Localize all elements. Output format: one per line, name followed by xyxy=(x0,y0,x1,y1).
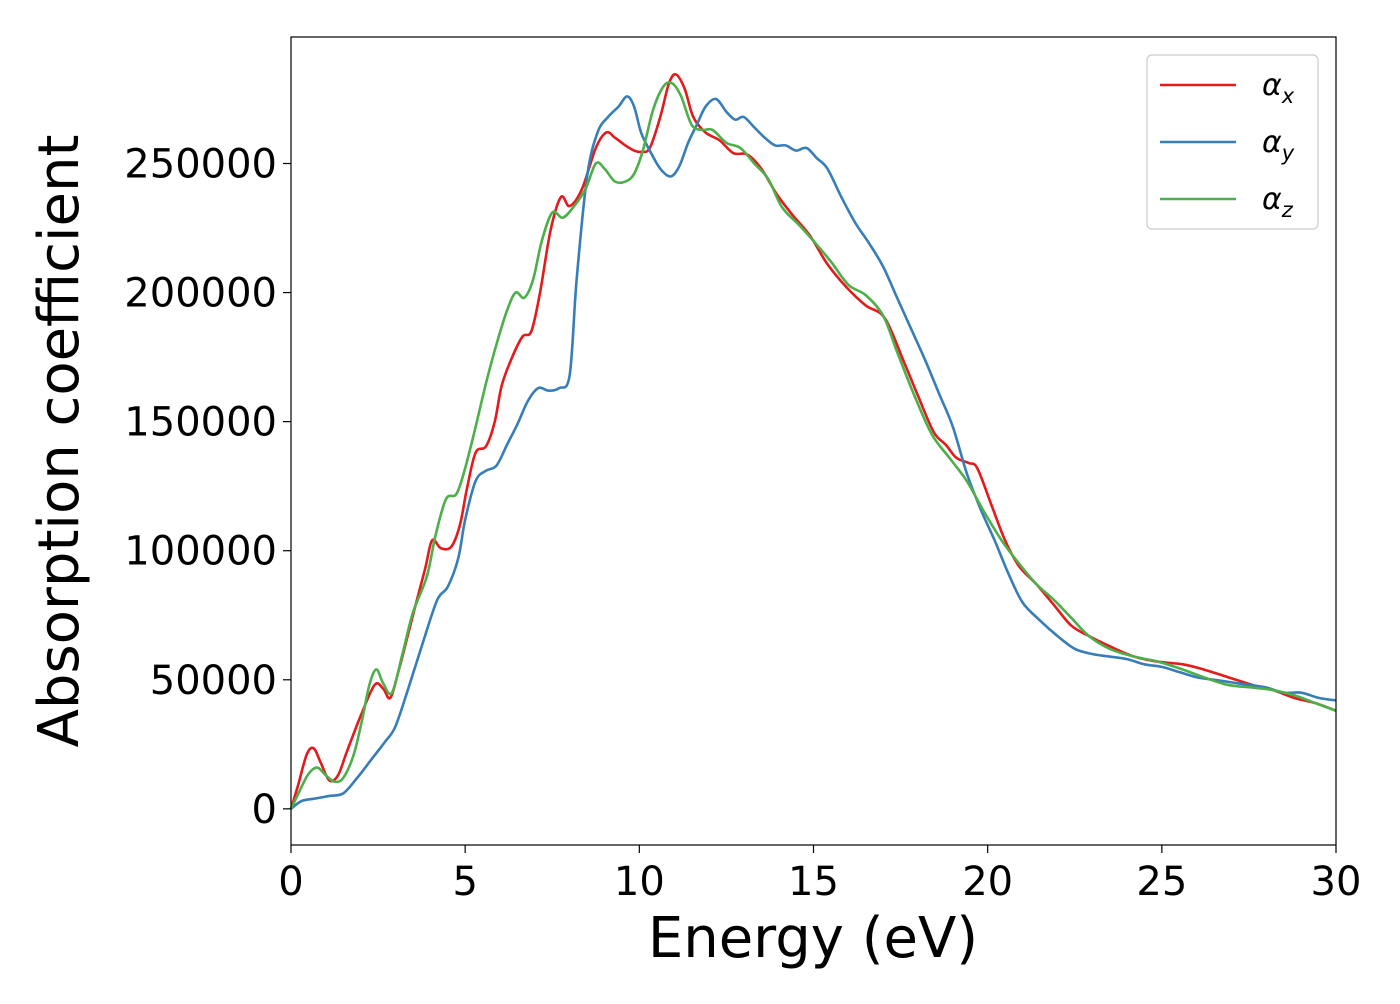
y-axis: 0 50000 100000 150000 200000 250000 xyxy=(124,141,291,833)
legend: αx αy αz xyxy=(1146,54,1319,230)
y-tick-label: 150000 xyxy=(124,400,277,446)
y-tick-label: 50000 xyxy=(150,658,277,704)
y-tick-label: 200000 xyxy=(124,271,277,317)
y-tick-label: 250000 xyxy=(124,141,277,187)
x-tick-label: 30 xyxy=(1311,859,1362,905)
y-tick-label: 0 xyxy=(252,787,277,833)
x-tick-label: 0 xyxy=(278,859,303,905)
legend-label-y: αy xyxy=(1262,125,1295,165)
y-tick-label: 100000 xyxy=(124,529,277,575)
x-tick-label: 15 xyxy=(788,859,839,905)
legend-label-x: αx xyxy=(1262,68,1295,108)
plot-area xyxy=(289,72,1337,810)
x-tick-label: 5 xyxy=(452,859,477,905)
legend-label-z: αz xyxy=(1262,182,1294,222)
series-line-y xyxy=(290,95,1337,810)
x-axis-label: Energy (eV) xyxy=(648,906,978,971)
y-axis-label: Absorption coefficient xyxy=(27,135,92,748)
series-line-z xyxy=(289,81,1337,810)
x-tick-label: 25 xyxy=(1136,859,1187,905)
x-axis: 0 5 10 15 20 25 30 xyxy=(278,845,1361,905)
x-tick-label: 10 xyxy=(614,859,665,905)
x-tick-label: 20 xyxy=(962,859,1013,905)
